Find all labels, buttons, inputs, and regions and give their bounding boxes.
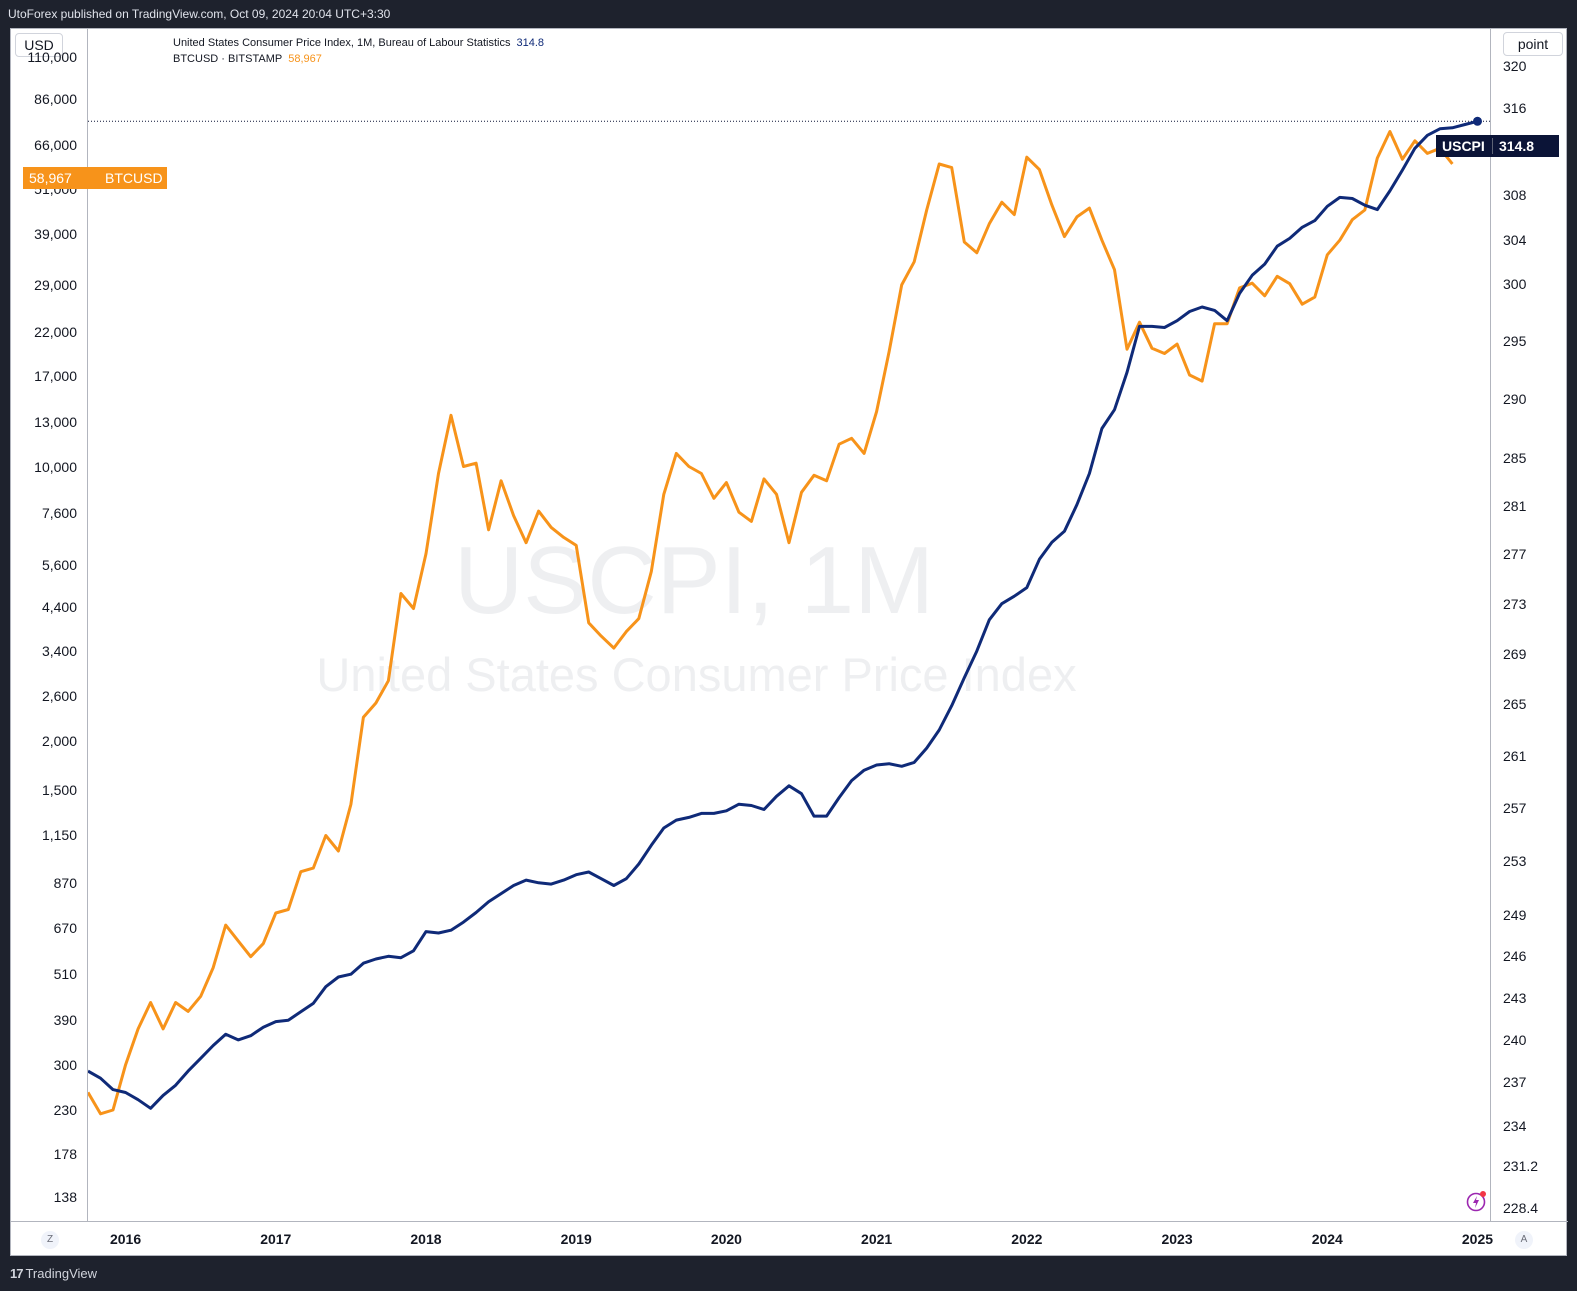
right-axis-tick: 304: [1503, 231, 1527, 248]
lightning-icon[interactable]: [1465, 1189, 1489, 1213]
right-axis-tick: 265: [1503, 696, 1527, 713]
right-axis-tick: 243: [1503, 989, 1527, 1006]
cpi-tag-value: 314.8: [1499, 138, 1535, 154]
right-axis-tick: 295: [1503, 333, 1527, 350]
legend-btc-title: BTCUSD · BITSTAMP: [173, 53, 283, 65]
series-lines: [88, 116, 1490, 1116]
left-axis-tick: 39,000: [34, 226, 77, 243]
left-axis-tick: 110,000: [27, 49, 77, 66]
legend: United States Consumer Price Index, 1M, …: [173, 35, 544, 67]
cpi-tag-name: USCPI: [1442, 138, 1485, 154]
left-axis-tick: 4,400: [41, 598, 77, 615]
auto-scale-left-button[interactable]: Z: [41, 1231, 59, 1249]
left-axis-tick: 86,000: [34, 91, 77, 108]
left-axis-unit-button[interactable]: USD: [15, 33, 63, 57]
left-axis-tick: 2,600: [41, 688, 77, 705]
tradingview-brand[interactable]: 17 TradingView: [10, 1266, 97, 1281]
watermark-description: United States Consumer Price Index: [316, 648, 1077, 701]
right-axis-tick: 285: [1503, 450, 1527, 467]
right-axis-tick: 249: [1503, 907, 1527, 924]
left-axis-tick: 17,000: [34, 368, 77, 385]
right-axis-tick: 231.2: [1503, 1158, 1539, 1175]
left-axis-tick: 390: [53, 1011, 77, 1028]
right-axis-tick: 246: [1503, 948, 1527, 965]
left-axis-tick: 138: [53, 1189, 77, 1206]
left-axis-tick: 1,150: [41, 827, 77, 844]
right-axis-tick: 240: [1503, 1031, 1527, 1048]
right-axis-tick: 237: [1503, 1074, 1527, 1091]
plot-area[interactable]: USCPI, 1M United States Consumer Price I…: [88, 29, 1490, 1221]
time-axis-label: 2023: [1161, 1231, 1193, 1247]
series-line-uscpi[interactable]: [88, 119, 1478, 1110]
left-axis-tick: 13,000: [34, 413, 77, 430]
right-axis-tick: 273: [1503, 595, 1527, 612]
right-axis-tick: 257: [1503, 800, 1527, 817]
left-axis-tick: 29,000: [34, 276, 77, 293]
time-axis-label: 2017: [260, 1231, 292, 1247]
time-axis-label: 2022: [1011, 1231, 1043, 1247]
left-axis-tick: 870: [53, 875, 77, 892]
footer: 17 TradingView: [0, 1256, 1577, 1291]
time-axis-label: 2018: [410, 1231, 442, 1247]
legend-cpi[interactable]: United States Consumer Price Index, 1M, …: [173, 35, 544, 51]
time-axis-label: 2024: [1311, 1231, 1343, 1247]
right-axis-tick: 234: [1503, 1117, 1527, 1134]
left-axis-tick: 178: [53, 1145, 77, 1162]
time-axis-label: 2016: [109, 1231, 142, 1247]
publish-info: UtoForex published on TradingView.com, O…: [8, 7, 391, 21]
publish-header: UtoForex published on TradingView.com, O…: [0, 0, 1577, 28]
right-axis-tick: 281: [1503, 497, 1527, 514]
left-axis-tick: 5,600: [41, 557, 77, 574]
chart-frame: USD 110,00086,00066,00051,00039,00029,00…: [10, 28, 1568, 1257]
watermark-symbol: USCPI, 1M: [453, 527, 935, 634]
time-axis-label: 2021: [861, 1231, 893, 1247]
left-axis-tick: 22,000: [34, 324, 77, 341]
right-axis-tick: 316: [1503, 100, 1527, 117]
time-axis[interactable]: Z A 2016 2017 2018 2019 2020 2021 2022 2023 2024…: [11, 1221, 1568, 1257]
left-price-axis[interactable]: USD 110,00086,00066,00051,00039,00029,00…: [11, 29, 88, 1221]
left-axis-tick: 7,600: [41, 505, 77, 522]
auto-scale-right-button[interactable]: A: [1515, 1231, 1533, 1249]
left-axis-tick: 670: [53, 919, 77, 936]
left-axis-tick: 10,000: [34, 458, 77, 475]
left-axis-tick: 1,500: [41, 782, 77, 799]
right-axis-tick: 277: [1503, 546, 1527, 563]
time-axis-label: 2025: [1461, 1231, 1494, 1247]
right-axis-tick: 290: [1503, 391, 1527, 408]
btc-tag-value: 58,967: [29, 170, 72, 186]
btc-price-tag: 58,967 BTCUSD: [23, 167, 167, 189]
cpi-price-tag: USCPI 314.8: [1436, 135, 1559, 157]
right-price-axis[interactable]: point 3203163123083043002952902852812772…: [1490, 29, 1568, 1221]
legend-btc-value: 58,967: [288, 53, 322, 65]
left-axis-tick: 300: [53, 1056, 77, 1073]
left-axis-tick: 510: [53, 966, 77, 983]
left-axis-tick: 3,400: [41, 642, 77, 659]
left-axis-tick: 2,000: [41, 733, 77, 750]
left-axis-tick: 230: [53, 1102, 77, 1119]
brand-name: TradingView: [25, 1266, 98, 1281]
legend-btc[interactable]: BTCUSD · BITSTAMP 58,967: [173, 51, 544, 67]
right-axis-tick: 253: [1503, 853, 1527, 870]
right-axis-tick: 308: [1503, 187, 1527, 204]
cpi-last-point: [1472, 116, 1482, 126]
right-axis-tick: 261: [1503, 747, 1527, 764]
right-axis-unit-button[interactable]: point: [1503, 32, 1563, 56]
right-axis-tick: 269: [1503, 645, 1527, 662]
right-axis-tick: 300: [1503, 276, 1527, 293]
left-axis-tick: 66,000: [34, 136, 77, 153]
series-line-btcusd[interactable]: [88, 130, 1454, 1116]
cpi-tag-divider: [1492, 138, 1493, 154]
time-axis-label: 2019: [560, 1231, 592, 1247]
right-axis-tick: 320: [1503, 57, 1527, 74]
time-axis-label: 2020: [710, 1231, 742, 1247]
legend-cpi-title: United States Consumer Price Index, 1M, …: [173, 37, 511, 49]
tradingview-logo-icon: 17: [10, 1266, 24, 1281]
legend-cpi-value: 314.8: [516, 37, 545, 49]
right-axis-tick: 228.4: [1503, 1199, 1539, 1216]
btc-tag-name: BTCUSD: [105, 170, 163, 186]
